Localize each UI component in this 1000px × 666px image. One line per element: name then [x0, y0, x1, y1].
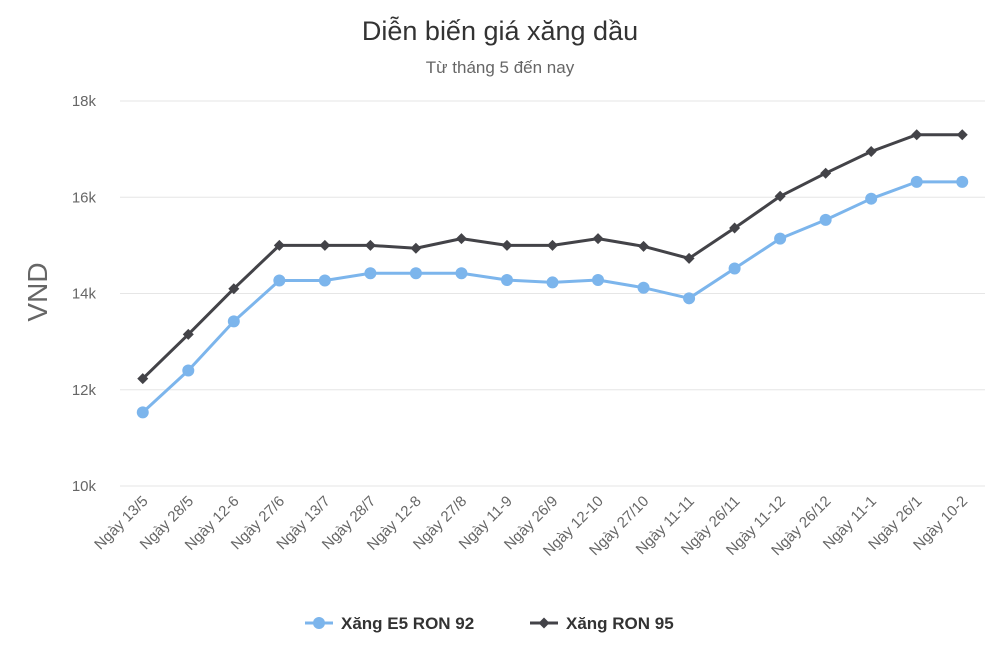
legend-label: Xăng E5 RON 92 [341, 614, 474, 633]
data-point [364, 267, 377, 280]
data-point [547, 239, 558, 251]
data-point [637, 281, 650, 294]
data-point [820, 167, 832, 179]
y-tick-label: 14k [72, 286, 97, 303]
data-point [137, 373, 149, 385]
data-point [410, 242, 422, 254]
data-point [865, 146, 877, 158]
data-point [500, 274, 513, 287]
data-point [683, 252, 695, 264]
legend-item[interactable]: Xăng RON 95 [530, 614, 674, 633]
legend-item[interactable]: Xăng E5 RON 92 [305, 614, 474, 633]
data-point [592, 274, 605, 287]
data-point [228, 283, 240, 295]
legend-marker-diamond [538, 617, 550, 629]
data-point [136, 406, 149, 419]
data-point [546, 276, 559, 289]
data-point [182, 364, 195, 377]
series-line [141, 180, 963, 414]
data-point [455, 267, 468, 280]
data-point [592, 233, 604, 245]
data-point [501, 239, 513, 251]
y-tick-label: 16k [72, 189, 97, 206]
legend-label: Xăng RON 95 [566, 614, 674, 633]
chart-subtitle: Từ tháng 5 đến nay [426, 58, 575, 77]
data-point [273, 239, 285, 251]
data-point [318, 274, 331, 287]
data-point [182, 328, 194, 340]
series-line [141, 133, 963, 380]
y-axis-label: VND [22, 262, 53, 321]
data-point [409, 267, 422, 280]
data-point [774, 190, 786, 202]
data-point [956, 175, 969, 188]
data-point [729, 222, 741, 234]
data-point [910, 175, 923, 188]
legend: Xăng E5 RON 92 Xăng RON 95 [305, 614, 674, 633]
data-point [728, 262, 741, 275]
y-tick-label: 10k [72, 478, 97, 495]
data-point [319, 239, 331, 251]
data-point [455, 233, 467, 245]
legend-marker-circle [313, 617, 325, 629]
data-point [273, 274, 286, 287]
series-layer [136, 129, 969, 419]
data-point [819, 213, 832, 226]
data-point [638, 240, 650, 252]
data-point [865, 192, 878, 205]
series-2 [137, 129, 968, 385]
y-tick-label: 12k [72, 382, 97, 399]
y-axis-ticks: 10k 12k 14k 16k 18k [72, 93, 97, 495]
data-point [227, 315, 240, 328]
data-point [956, 129, 968, 141]
series-1 [136, 175, 969, 419]
data-point [774, 232, 787, 245]
data-point [683, 292, 696, 305]
chart-title: Diễn biến giá xăng dầu [362, 15, 638, 46]
data-point [911, 129, 923, 141]
y-tick-label: 18k [72, 93, 97, 110]
data-point [364, 239, 376, 251]
